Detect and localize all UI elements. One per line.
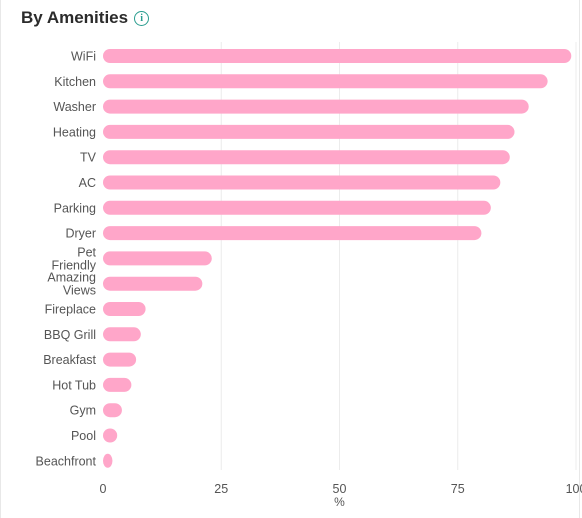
x-tick-label: 75 <box>451 482 465 496</box>
bar-fireplace[interactable] <box>103 302 146 316</box>
bar-pool[interactable] <box>103 428 118 443</box>
x-tick-label: 100 <box>566 482 582 496</box>
category-label: Heating <box>53 125 96 139</box>
bars <box>103 49 572 468</box>
x-tick-label: 0 <box>100 482 107 496</box>
bar-ac[interactable] <box>103 175 501 190</box>
bar-kitchen[interactable] <box>103 74 548 89</box>
category-label-line: Views <box>63 284 96 298</box>
category-label: Kitchen <box>54 75 96 89</box>
category-label: Breakfast <box>43 353 96 367</box>
category-label: Pet Friendly <box>52 245 97 272</box>
bar-bbq-grill[interactable] <box>103 327 141 342</box>
x-tick-label: 50 <box>333 482 347 496</box>
category-label: Fireplace <box>45 303 96 317</box>
category-label-line: Beachfront <box>36 454 97 468</box>
category-label: Amazing Views <box>47 271 96 298</box>
category-label-line: Parking <box>54 201 96 215</box>
category-label: Parking <box>54 201 96 215</box>
category-label: Gym <box>70 404 96 418</box>
x-tick-label: 25 <box>214 482 228 496</box>
category-labels: WiFi Kitchen Washer Heating TV AC Parking Dryer… <box>36 50 97 469</box>
category-label-line: Friendly <box>52 258 97 272</box>
category-label-line: Pet <box>77 245 96 259</box>
category-label-line: Amazing <box>47 271 96 285</box>
bar-pet-friendly[interactable] <box>103 251 212 266</box>
category-label: Washer <box>53 100 96 114</box>
category-label-line: Hot Tub <box>52 378 96 392</box>
bar-wifi[interactable] <box>103 49 572 63</box>
category-label: AC <box>79 176 96 190</box>
category-label-line: BBQ Grill <box>44 328 96 342</box>
info-icon[interactable]: i <box>134 10 150 26</box>
bar-tv[interactable] <box>103 150 510 165</box>
category-label: TV <box>80 151 97 165</box>
panel-header: By Amenities i <box>21 6 150 30</box>
category-label-line: Washer <box>53 100 96 114</box>
bar-parking[interactable] <box>103 200 491 215</box>
bar-washer[interactable] <box>103 99 529 114</box>
category-label-line: AC <box>79 176 96 190</box>
chart-title: By Amenities <box>21 8 129 27</box>
bar-dryer[interactable] <box>103 226 482 241</box>
bar-beachfront[interactable] <box>103 453 113 468</box>
category-label: WiFi <box>71 50 96 64</box>
bar-breakfast[interactable] <box>103 352 137 367</box>
bar-amazing-views[interactable] <box>103 276 203 291</box>
bar-hot-tub[interactable] <box>103 377 132 392</box>
category-label-line: Fireplace <box>45 303 96 317</box>
category-label: Hot Tub <box>52 378 96 392</box>
bar-gym[interactable] <box>103 403 122 418</box>
x-axis-label: % <box>334 495 345 509</box>
category-label: Dryer <box>65 227 96 241</box>
category-label-line: TV <box>80 151 97 165</box>
category-label-line: Dryer <box>65 227 96 241</box>
category-label: Pool <box>71 429 96 443</box>
category-label-line: WiFi <box>71 50 96 64</box>
category-label: Beachfront <box>36 454 97 468</box>
category-label: BBQ Grill <box>44 328 96 342</box>
category-label-line: Heating <box>53 125 96 139</box>
category-label-line: Pool <box>71 429 96 443</box>
bar-heating[interactable] <box>103 124 515 139</box>
x-tick-labels: 0 25 50 75 100 <box>100 482 582 496</box>
category-label-line: Breakfast <box>43 353 96 367</box>
category-label-line: Gym <box>70 404 96 418</box>
category-label-line: Kitchen <box>54 75 96 89</box>
